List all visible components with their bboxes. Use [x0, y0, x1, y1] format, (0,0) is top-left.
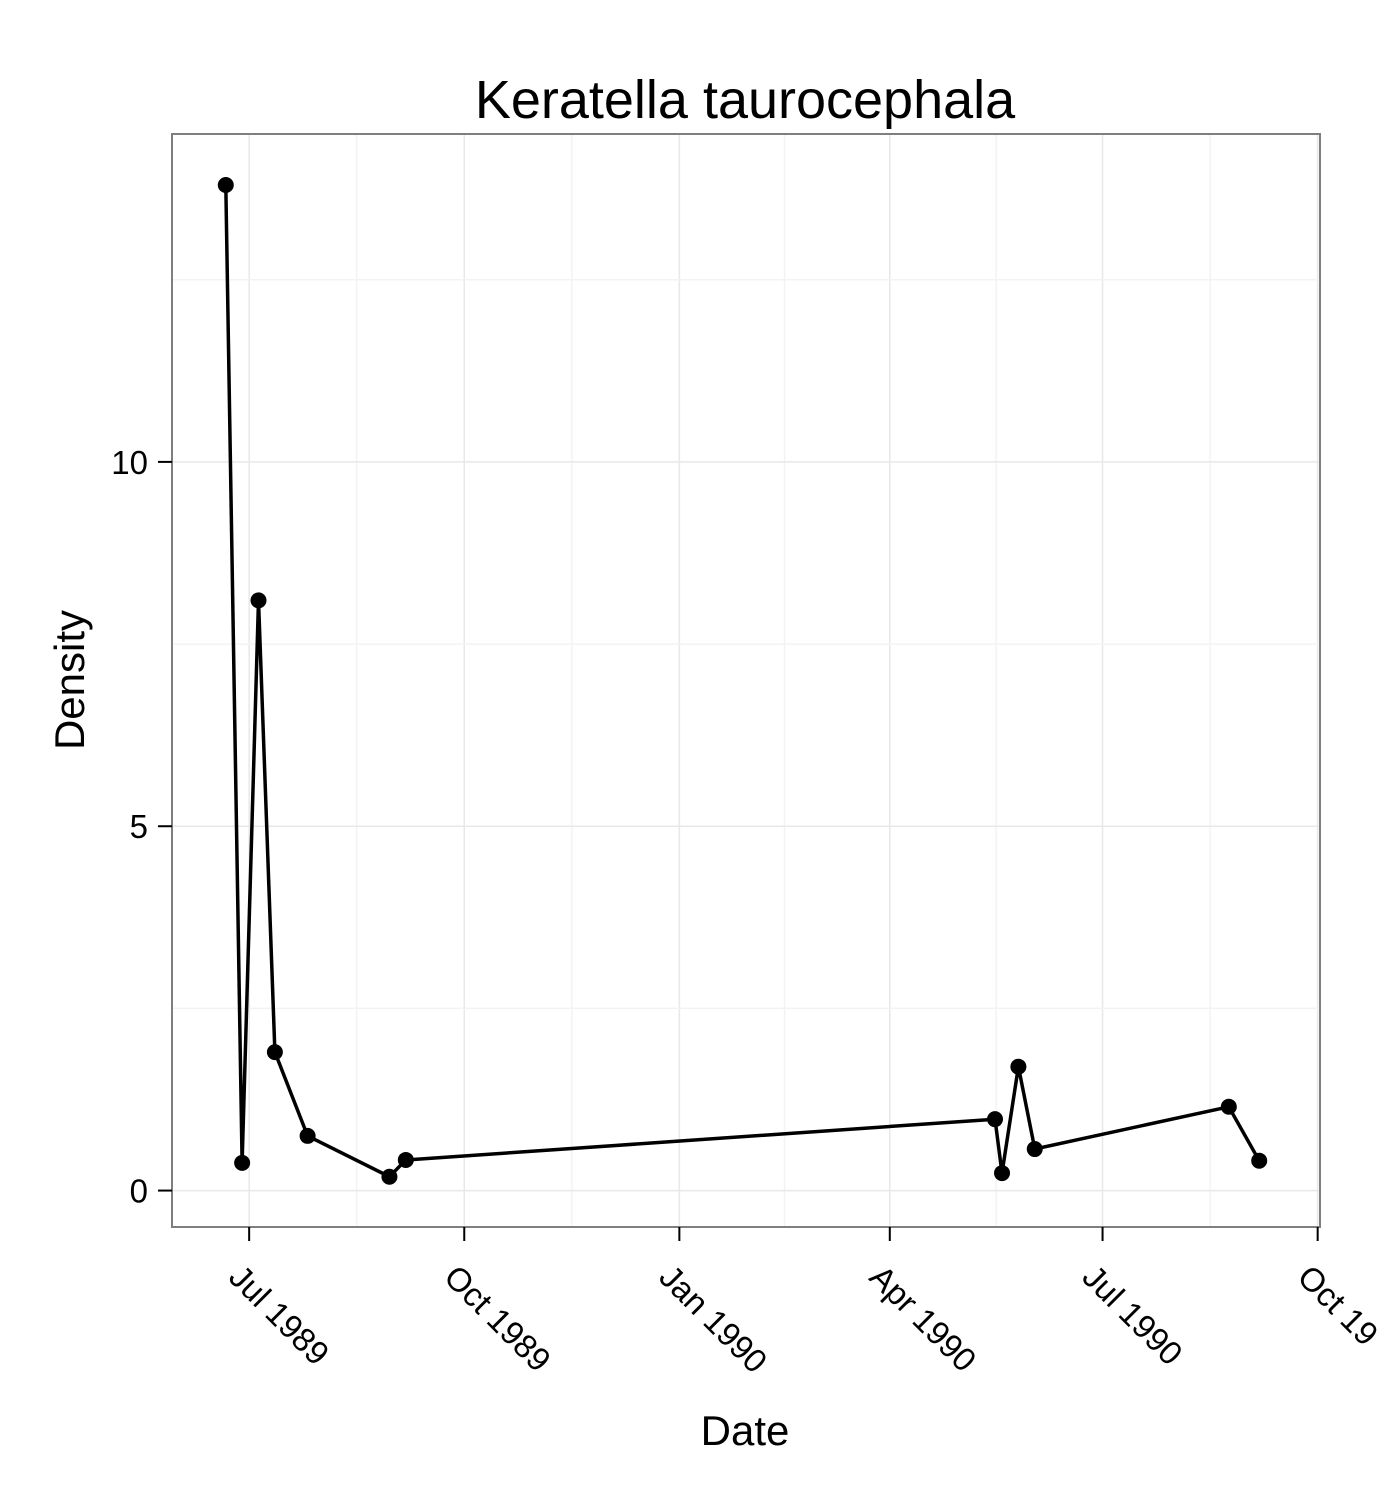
data-point [1010, 1058, 1027, 1075]
y-axis-title: Density [46, 610, 93, 750]
x-tick-label: Oct 19 [1291, 1258, 1379, 1353]
data-point [381, 1168, 398, 1185]
data-point [1251, 1152, 1268, 1169]
data-point [397, 1151, 414, 1168]
x-axis-title: Date [701, 1407, 790, 1454]
data-point [994, 1165, 1011, 1182]
x-tick-label: Jan 1990 [652, 1258, 774, 1380]
panel-background [172, 134, 1320, 1227]
data-point [217, 177, 234, 194]
y-tick-label: 0 [130, 1173, 148, 1210]
data-point [299, 1127, 316, 1144]
data-point [266, 1044, 283, 1061]
data-point [987, 1111, 1004, 1128]
data-point [1026, 1141, 1043, 1158]
data-point [250, 592, 267, 609]
x-tick-label: Jul 1989 [222, 1258, 336, 1372]
y-tick-label: 10 [111, 444, 148, 481]
plot-panel [172, 134, 1320, 1227]
data-point [1220, 1098, 1237, 1115]
chart-title: Keratella taurocephala [475, 70, 1016, 130]
y-tick-label: 5 [130, 808, 148, 845]
x-tick-label: Oct 1989 [437, 1258, 558, 1379]
x-tick-label: Apr 1990 [863, 1258, 984, 1379]
series-line-group [217, 177, 1268, 1185]
data-point [234, 1154, 251, 1171]
panel-border [171, 133, 1321, 1228]
grid-lines [172, 134, 1320, 1227]
x-tick-label: Jul 1990 [1076, 1258, 1190, 1372]
